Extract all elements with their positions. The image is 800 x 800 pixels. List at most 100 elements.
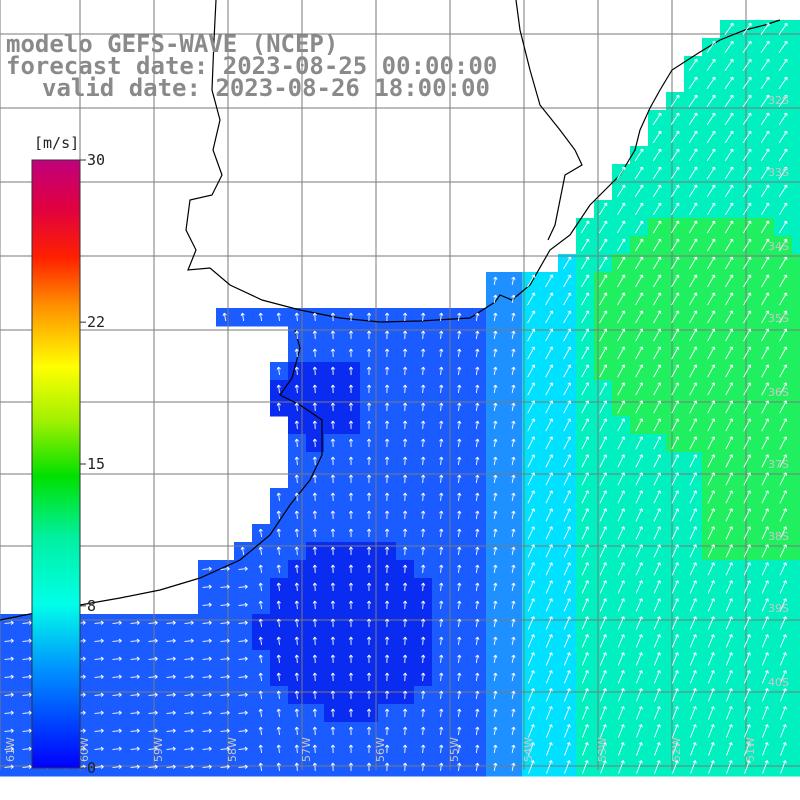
wind-arrow <box>312 438 318 448</box>
wind-arrow <box>475 762 480 772</box>
wind-arrow <box>743 616 751 630</box>
wind-arrow <box>475 744 480 754</box>
wind-arrow <box>760 112 770 126</box>
title-line-2: forecast date: 2023-08-25 00:00:00 <box>6 52 498 80</box>
wind-arrow <box>475 654 480 664</box>
wind-arrow <box>348 726 354 736</box>
wind-arrow <box>276 726 281 736</box>
wind-arrow <box>384 618 390 628</box>
wind-arrow <box>527 652 535 666</box>
wind-arrow <box>545 454 554 468</box>
wind-arrow <box>348 492 354 502</box>
wind-arrow <box>511 420 516 430</box>
wind-arrow <box>439 420 444 430</box>
wind-arrow <box>402 726 408 736</box>
wind-arrow <box>94 728 104 733</box>
wind-arrow <box>598 238 608 252</box>
wind-arrow <box>366 744 372 754</box>
wind-arrow <box>779 472 788 486</box>
wind-arrow <box>778 112 788 126</box>
wind-arrow <box>689 544 697 558</box>
wind-arrow <box>563 346 572 360</box>
wind-arrow <box>238 584 248 589</box>
wind-arrow <box>527 400 536 414</box>
wind-arrow <box>384 546 390 556</box>
wind-arrow <box>112 764 122 769</box>
wind-arrow <box>778 220 788 234</box>
wind-arrow <box>22 764 32 769</box>
wind-arrow <box>238 710 248 715</box>
wind-arrow <box>724 76 734 90</box>
wind-arrow <box>527 508 536 522</box>
wind-arrow <box>707 688 715 702</box>
wind-arrow <box>760 94 770 108</box>
wind-arrow <box>761 508 770 522</box>
wind-arrow <box>348 402 354 412</box>
wind-arrow <box>599 292 608 306</box>
wind-arrow <box>672 760 679 774</box>
wind-arrow <box>294 312 299 322</box>
wind-arrow <box>582 760 589 774</box>
wind-arrow <box>599 256 608 270</box>
wind-arrow <box>600 760 607 774</box>
wind-arrow <box>724 202 734 216</box>
wind-arrow <box>527 688 535 702</box>
latitude-labels: 32S 33S 34S 35S 36S 37S 38S 39S 40S <box>768 94 789 689</box>
wind-arrow <box>563 328 572 342</box>
wind-arrow <box>617 256 626 270</box>
wind-arrow <box>617 454 626 468</box>
wind-arrow <box>778 58 788 72</box>
wind-arrow <box>652 202 662 216</box>
wind-arrow <box>707 454 716 468</box>
wind-arrow <box>779 274 788 288</box>
wind-cell <box>792 542 800 561</box>
wind-arrow <box>457 474 462 484</box>
wind-arrow <box>421 582 426 592</box>
wind-arrow <box>527 364 536 378</box>
wind-arrow <box>743 292 752 306</box>
wind-arrow <box>511 366 516 376</box>
wind-arrow <box>581 346 590 360</box>
lat-label: 37S <box>768 458 789 471</box>
wind-arrow <box>563 418 572 432</box>
wind-arrow <box>563 454 572 468</box>
wind-arrow <box>761 328 770 342</box>
wind-arrow <box>112 746 122 751</box>
wind-arrow <box>689 274 698 288</box>
wind-arrow <box>671 382 680 396</box>
wind-arrow <box>671 598 679 612</box>
wind-arrow <box>294 456 299 466</box>
wind-arrow <box>708 742 715 756</box>
wind-arrow <box>527 418 536 432</box>
wind-arrow <box>148 728 158 733</box>
wind-arrow <box>384 600 390 610</box>
wind-arrow <box>348 708 354 718</box>
wind-arrow <box>457 366 462 376</box>
wind-arrow <box>616 238 626 252</box>
wind-arrow <box>457 384 462 394</box>
wind-arrow <box>761 634 769 648</box>
wind-arrow <box>348 474 354 484</box>
wind-cell <box>792 272 800 291</box>
wind-arrow <box>653 472 662 486</box>
wind-arrow <box>439 726 444 736</box>
wind-arrow <box>493 492 498 502</box>
lon-label: 59W <box>152 737 165 762</box>
wind-arrow <box>653 400 662 414</box>
wind-arrow <box>563 652 571 666</box>
wind-arrow <box>581 634 589 648</box>
wind-arrow <box>384 708 390 718</box>
wind-arrow <box>617 526 625 540</box>
wind-arrow <box>220 566 230 571</box>
wind-arrow <box>778 184 788 198</box>
wind-arrow <box>421 690 426 700</box>
wind-arrow <box>581 274 590 288</box>
wind-arrow <box>599 562 607 576</box>
wind-arrow <box>366 402 372 412</box>
wind-arrow <box>439 636 444 646</box>
wind-arrow <box>384 528 390 538</box>
wind-arrow <box>599 328 608 342</box>
wind-arrow <box>779 364 788 378</box>
wind-arrow <box>742 202 752 216</box>
wind-arrow <box>493 474 498 484</box>
